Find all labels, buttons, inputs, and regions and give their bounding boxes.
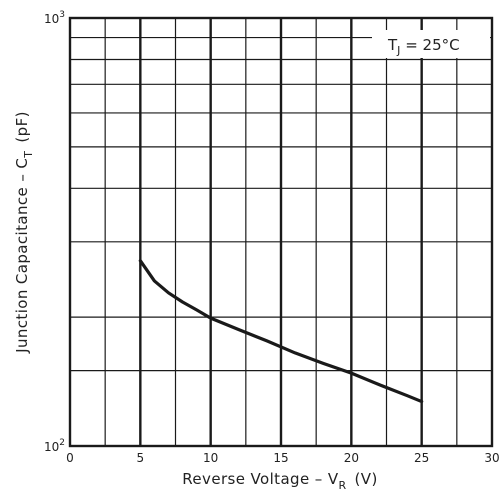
y-axis-label-subscript: T	[22, 151, 35, 159]
plot-frame	[68, 16, 494, 448]
y-tick-label: 102	[44, 438, 65, 454]
x-tick-label: 0	[66, 451, 74, 465]
y-axis-label-unit: (pF)	[13, 111, 31, 142]
grid-layer	[70, 18, 492, 446]
y-axis-label: Junction Capacitance – CT (pF)	[13, 111, 35, 354]
y-tick-base: 10	[44, 12, 59, 26]
y-tick-exponent: 2	[59, 438, 65, 448]
x-axis-label-main: Reverse Voltage – V	[182, 470, 339, 488]
x-tick-label: 5	[137, 451, 145, 465]
x-tick-label: 10	[203, 451, 218, 465]
x-tick-labels: 0 5 10 15 20 25 30	[66, 451, 499, 465]
y-tick-base: 10	[44, 440, 59, 454]
y-tick-label: 103	[44, 10, 65, 26]
temperature-annotation: TJ = 25°C	[387, 36, 460, 57]
x-axis-label-subscript: R	[339, 479, 347, 492]
annotation-prefix: T	[387, 36, 398, 54]
x-tick-label: 15	[273, 451, 288, 465]
x-tick-label: 25	[414, 451, 429, 465]
x-axis-label-unit: (V)	[355, 470, 378, 488]
x-tick-label: 30	[484, 451, 499, 465]
x-axis-label: Reverse Voltage – VR (V)	[182, 470, 377, 492]
capacitance-curve	[138, 259, 424, 404]
y-axis-label-main: Junction Capacitance – C	[13, 158, 31, 354]
x-tick-label: 20	[344, 451, 359, 465]
y-tick-exponent: 3	[59, 10, 65, 20]
annotation-background	[372, 30, 490, 58]
annotation-suffix: = 25°C	[400, 36, 459, 54]
annotation-subscript: J	[396, 44, 400, 57]
